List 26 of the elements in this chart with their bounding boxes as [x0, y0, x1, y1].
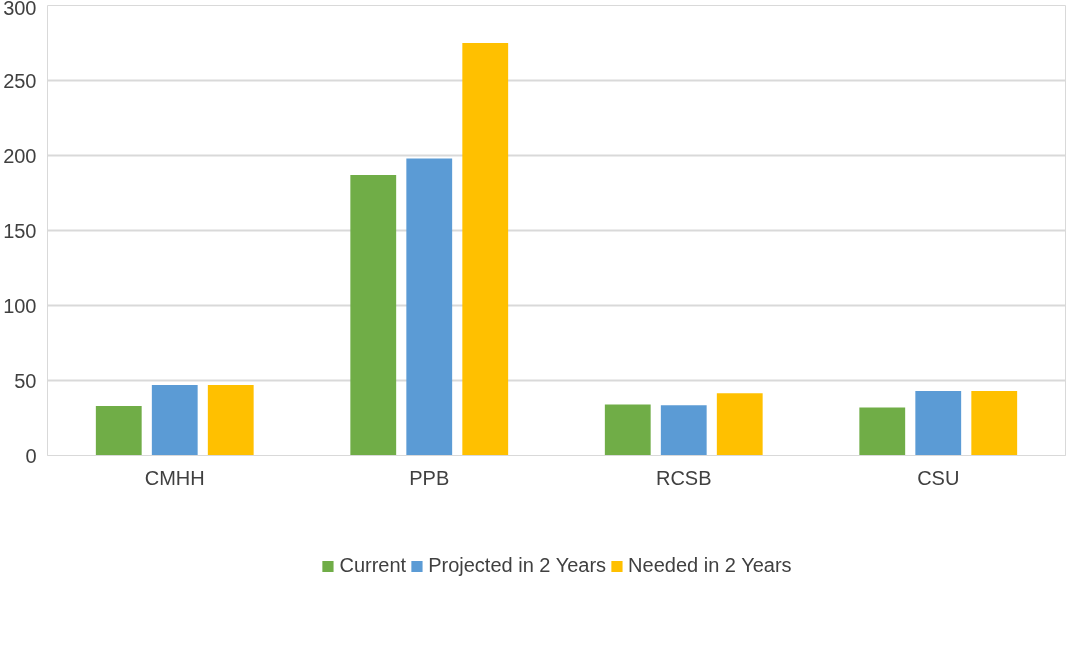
legend-label: Current [339, 554, 407, 577]
y-tick-label: 150 [3, 219, 37, 242]
y-tick-label: 250 [3, 69, 37, 92]
y-tick-label: 300 [3, 0, 37, 19]
x-tick-label: RCSB [655, 466, 712, 489]
bar [716, 393, 763, 456]
bar [406, 158, 453, 456]
legend-label: Needed in 2 Years [628, 554, 792, 577]
bar [604, 404, 651, 456]
y-tick-label: 0 [25, 444, 37, 467]
bar [859, 407, 906, 456]
legend-label: Projected in 2 Years [428, 554, 607, 577]
bar [95, 406, 142, 456]
bar [915, 391, 962, 456]
bar [350, 175, 397, 456]
x-tick-label: PPB [409, 466, 450, 489]
y-tick-label: 50 [14, 369, 37, 392]
y-tick-label: 100 [3, 294, 37, 317]
bar [207, 385, 254, 456]
x-tick-label: CSU [917, 466, 960, 489]
bar [151, 385, 198, 456]
bar [660, 405, 707, 456]
bar [462, 43, 509, 456]
x-tick-label: CMHH [144, 466, 205, 489]
bar [971, 391, 1018, 456]
y-tick-label: 200 [3, 144, 37, 167]
